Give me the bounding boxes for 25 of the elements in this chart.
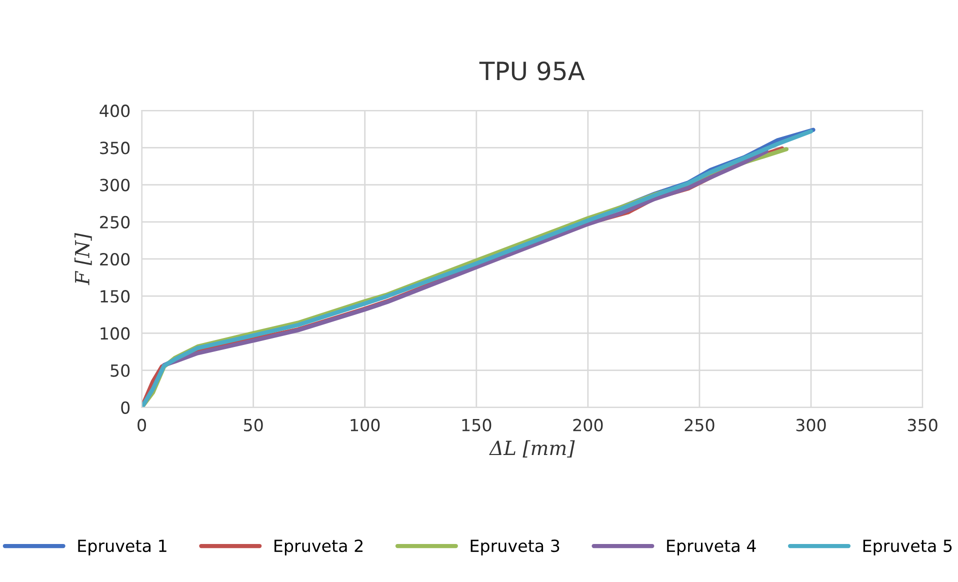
x-tick-label: 0 <box>138 418 146 432</box>
x-tick-label: 250 <box>684 418 714 432</box>
x-tick-label: 350 <box>908 418 938 432</box>
y-tick-label: 350 <box>100 142 130 154</box>
x-tick-label: 150 <box>462 418 492 432</box>
x-tick-label: 50 <box>244 418 263 432</box>
chart-title: TPU 95A <box>479 61 585 80</box>
y-tick-label: 0 <box>121 401 130 414</box>
y-tick-label: 150 <box>100 290 130 303</box>
legend-label: Epruveta 4 <box>667 540 756 556</box>
x-axis-title: ΔL [mm] <box>488 440 575 458</box>
legend-label: Epruveta 1 <box>78 540 166 556</box>
y-tick-label: 50 <box>110 364 130 377</box>
y-tick-label: 300 <box>100 178 130 192</box>
y-tick-label: 200 <box>100 252 130 266</box>
legend-label: Epruveta 2 <box>274 539 363 556</box>
x-tick-label: 300 <box>796 418 826 432</box>
x-tick-label: 100 <box>350 418 380 432</box>
y-tick-label: 400 <box>100 104 130 118</box>
y-axis-title: F [N] <box>74 233 92 286</box>
legend-label: Epruveta 3 <box>470 539 560 556</box>
y-tick-label: 100 <box>100 327 130 340</box>
legend-label: Epruveta 5 <box>863 540 952 556</box>
y-tick-label: 250 <box>100 216 130 228</box>
x-tick-label: 200 <box>573 418 603 432</box>
